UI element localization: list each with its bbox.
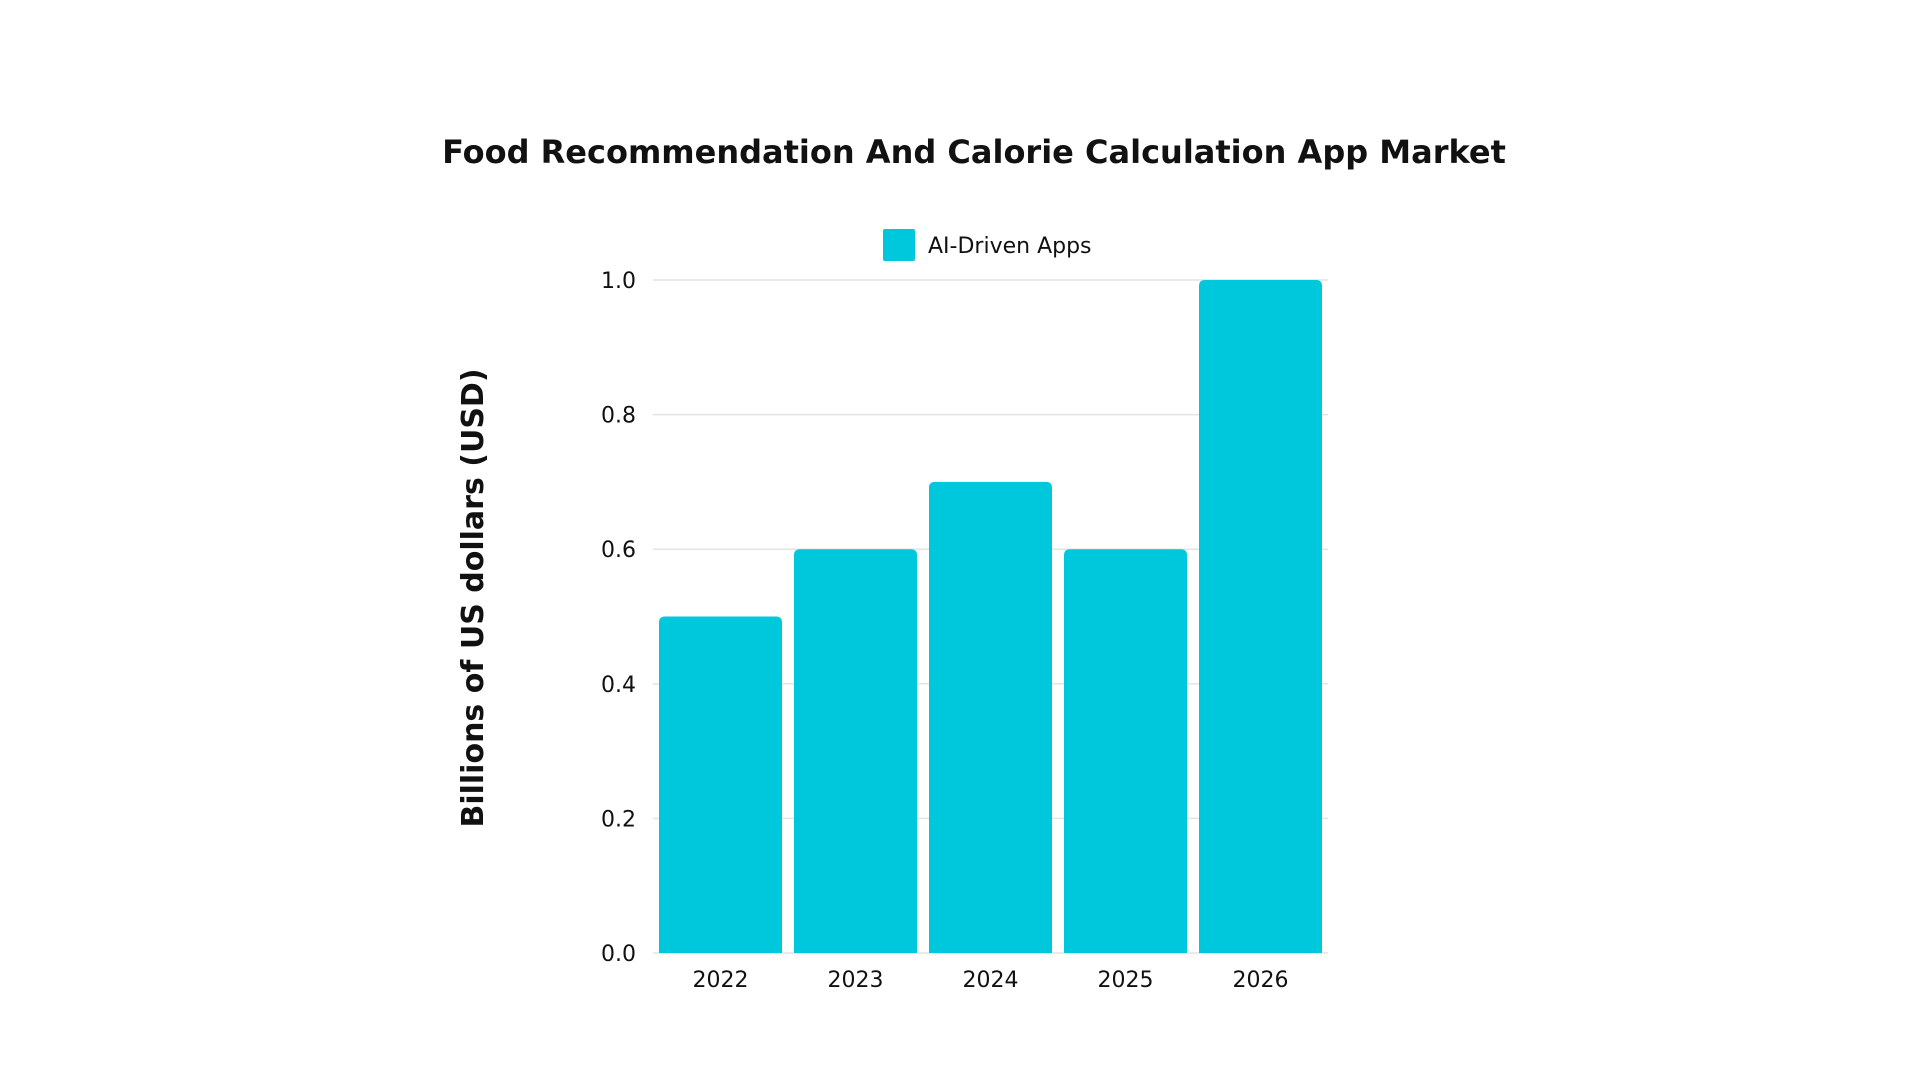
bar-2023 [794, 549, 917, 953]
chart-title: Food Recommendation And Calorie Calculat… [442, 133, 1506, 171]
y-tick-label: 0.6 [601, 538, 636, 563]
x-tick-label: 2025 [1098, 968, 1154, 993]
legend-swatch [883, 229, 915, 261]
x-tick-label: 2022 [693, 968, 749, 993]
y-tick-label: 0.0 [601, 942, 636, 967]
bar-2026 [1199, 280, 1322, 953]
y-tick-label: 0.2 [601, 807, 636, 832]
y-axis-label: Billions of US dollars (USD) [456, 368, 491, 827]
x-tick-label: 2026 [1233, 968, 1289, 993]
y-tick-label: 0.8 [601, 404, 636, 429]
y-tick-label: 1.0 [601, 269, 636, 294]
bars [659, 280, 1322, 953]
bar-2022 [659, 616, 782, 953]
bar-2024 [929, 481, 1052, 953]
y-axis-ticks: 0.0 0.2 0.4 0.6 0.8 1.0 [601, 269, 636, 967]
x-axis-ticks: 2022 2023 2024 2025 2026 [693, 968, 1289, 993]
x-tick-label: 2023 [828, 968, 884, 993]
bar-2025 [1064, 549, 1187, 953]
x-tick-label: 2024 [963, 968, 1019, 993]
legend-label: AI-Driven Apps [928, 234, 1092, 259]
legend: AI-Driven Apps [883, 229, 1092, 261]
y-tick-label: 0.4 [601, 673, 636, 698]
